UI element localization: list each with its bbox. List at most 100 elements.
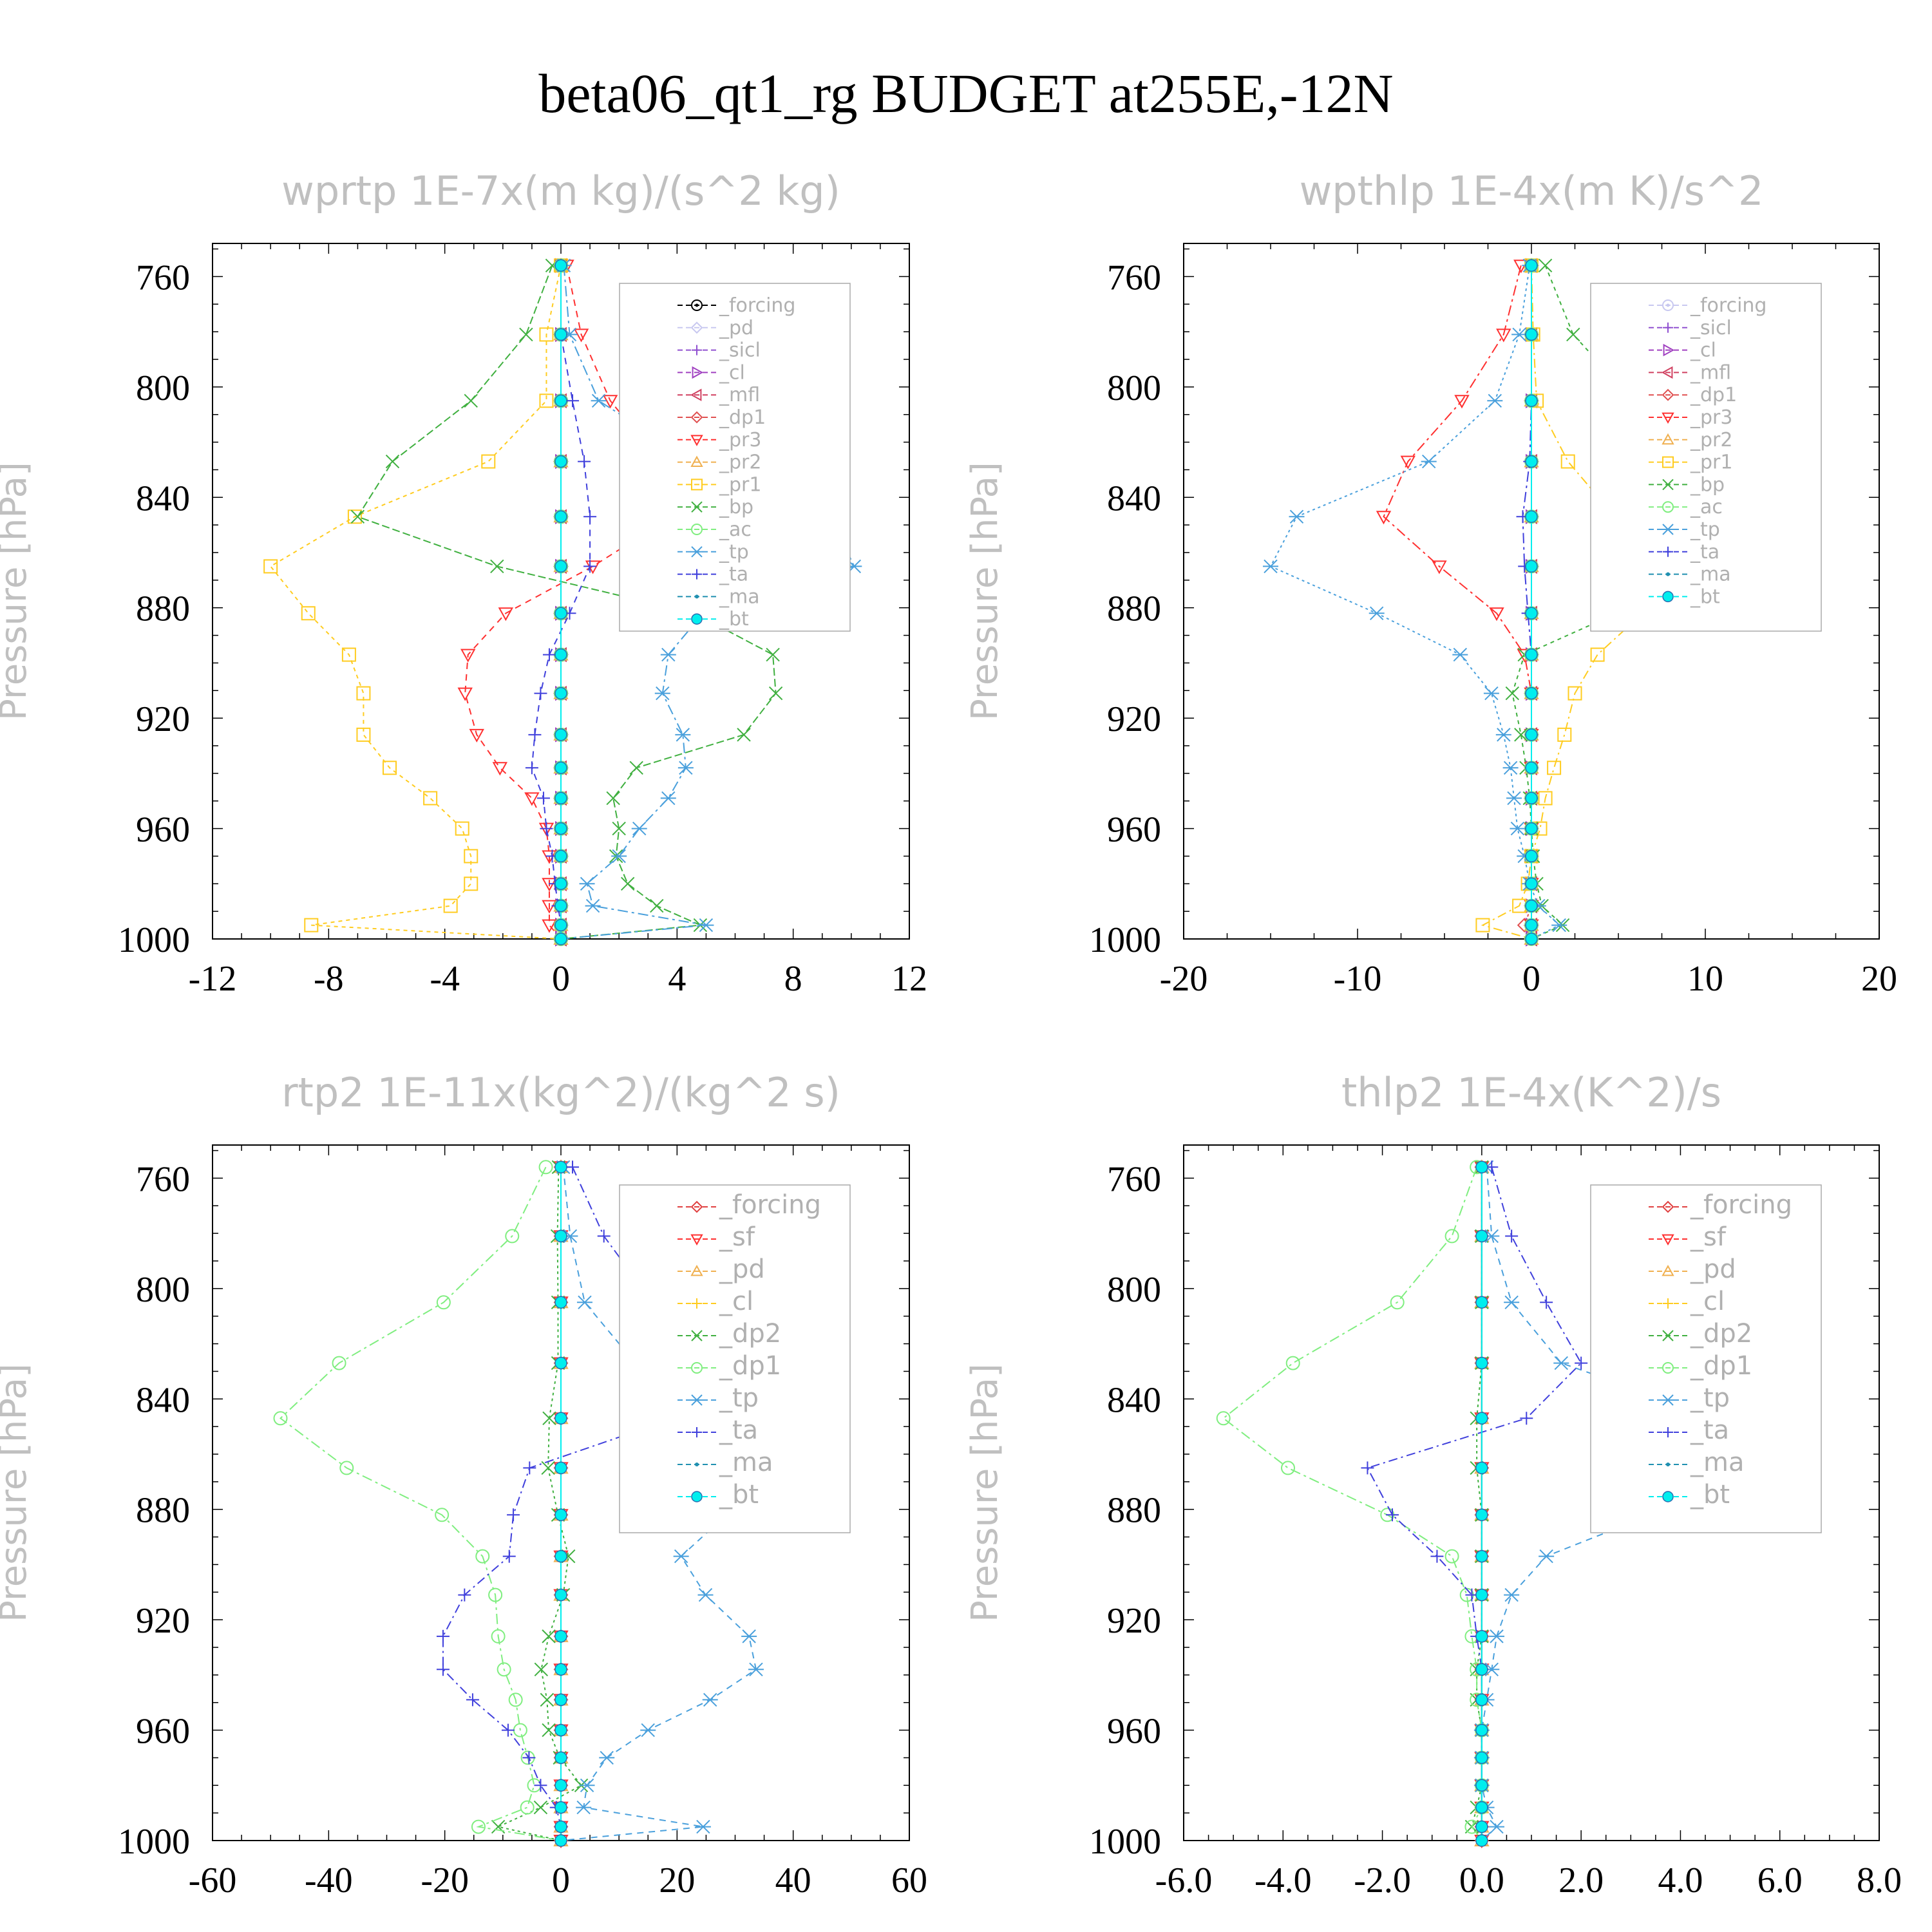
- y-tick-label: 760: [136, 1159, 190, 1199]
- data-point: [1525, 560, 1538, 573]
- data-point: [554, 1412, 567, 1425]
- data-point: [491, 1629, 506, 1643]
- legend-marker: [1663, 1298, 1673, 1309]
- data-point: [457, 687, 473, 701]
- data-point: [469, 728, 484, 743]
- data-point: [1487, 393, 1503, 408]
- legend-label: _sf: [719, 1222, 755, 1252]
- legend-entry: _bt: [1649, 1480, 1730, 1510]
- data-point: [554, 728, 567, 741]
- legend-entry: _dp1: [1649, 384, 1737, 406]
- legend-label: _ma: [1690, 564, 1731, 586]
- data-point: [1390, 1295, 1405, 1310]
- data-point: [554, 1820, 567, 1833]
- data-point: [435, 1508, 450, 1522]
- data-point: [1496, 328, 1511, 343]
- series-line: [1269, 265, 1560, 940]
- data-point: [497, 1662, 511, 1677]
- data-point: [466, 1693, 479, 1707]
- data-point: [554, 1801, 567, 1814]
- data-point: [539, 393, 554, 408]
- legend-entry: _bp: [1649, 473, 1725, 496]
- legend-marker: [1662, 1362, 1674, 1374]
- legend-entry: _cl: [1649, 339, 1716, 362]
- data-point: [1538, 791, 1553, 806]
- legend-entry: _dp2: [1649, 1319, 1752, 1349]
- data-point: [697, 1587, 714, 1602]
- subplot-3: rtp2 1E-11x(kg^2)/(kg^2 s) -60 -40 -20 0 20 40…: [0, 1069, 927, 1900]
- legend-entry: _cl: [677, 1287, 753, 1316]
- subplot-title: rtp2 1E-11x(kg^2)/(kg^2 s): [281, 1069, 840, 1116]
- legend-entry: _tp: [677, 1383, 759, 1413]
- data-point: [1475, 1356, 1488, 1370]
- x-tick-label: 12: [891, 959, 927, 999]
- data-point: [612, 821, 626, 836]
- data-point: [673, 1549, 689, 1564]
- y-tick-label: 840: [136, 1380, 190, 1420]
- legend-label: _pr1: [1690, 451, 1732, 474]
- legend-label: _forcing: [719, 1190, 821, 1220]
- legend-label: _ma: [719, 585, 760, 608]
- data-point: [1495, 728, 1511, 742]
- legend-entry: _ta: [1649, 1416, 1729, 1445]
- data-point: [443, 898, 458, 913]
- data-point: [554, 791, 567, 805]
- y-tick-label: 880: [1107, 1491, 1161, 1531]
- legend-entry: _sf: [677, 1222, 755, 1252]
- data-point: [606, 791, 620, 806]
- legend-entry: _dp1: [677, 1351, 781, 1381]
- data-point: [1551, 918, 1567, 933]
- series-pr1: [263, 258, 568, 940]
- data-point: [554, 761, 567, 775]
- data-point: [566, 394, 580, 408]
- legend-marker: [692, 1298, 702, 1309]
- y-tick-label: 840: [136, 478, 190, 518]
- data-point: [1504, 1295, 1520, 1309]
- data-point: [273, 1411, 288, 1426]
- series-line: [269, 265, 562, 940]
- data-point: [1506, 791, 1522, 806]
- data-point: [464, 393, 478, 408]
- series-dp1: [273, 1160, 562, 1841]
- legend-label: _ac: [719, 518, 752, 541]
- subplot-title: wprtp 1E-7x(m kg)/(s^2 kg): [281, 167, 840, 214]
- legend-marker: [695, 1463, 699, 1466]
- y-tick-label: 880: [136, 1491, 190, 1531]
- y-tick-label: 1000: [118, 1822, 190, 1862]
- legend-label: _sicl: [719, 339, 761, 362]
- x-tick-label: 0.0: [1459, 1861, 1504, 1900]
- data-point: [554, 1229, 567, 1243]
- legend-entry: _pd: [1649, 1255, 1736, 1284]
- x-tick-label: 4: [668, 959, 686, 999]
- y-tick-label: 920: [1107, 699, 1161, 739]
- legend-marker: [692, 345, 702, 355]
- data-point: [464, 876, 478, 891]
- data-point: [554, 455, 567, 468]
- legend-marker: [1661, 366, 1673, 379]
- legend-entry: _tp: [1649, 1383, 1730, 1413]
- data-point: [263, 559, 278, 574]
- data-point: [554, 1751, 567, 1765]
- legend-marker: [690, 1394, 703, 1406]
- data-point: [554, 1461, 567, 1475]
- legend-box: [619, 1184, 851, 1533]
- data-point: [748, 1662, 764, 1676]
- legend-entry: _sicl: [677, 339, 761, 362]
- data-point: [1575, 1356, 1588, 1370]
- data-point: [585, 898, 601, 913]
- legend-marker: [1666, 572, 1670, 576]
- data-point: [1525, 761, 1538, 775]
- y-tick-label: 920: [136, 1601, 190, 1641]
- y-tick-label: 920: [1107, 1601, 1161, 1641]
- y-tick-label: 1000: [118, 920, 190, 960]
- data-point: [554, 1296, 567, 1309]
- legend-label: _dp2: [1690, 1319, 1752, 1349]
- data-point: [554, 510, 567, 524]
- x-tick-label: 2.0: [1558, 1861, 1604, 1900]
- legend-marker: [1663, 343, 1675, 357]
- legend-marker: [1663, 1427, 1673, 1437]
- data-point: [1489, 1629, 1504, 1643]
- data-point: [1525, 648, 1538, 661]
- legend-marker: [1662, 478, 1674, 491]
